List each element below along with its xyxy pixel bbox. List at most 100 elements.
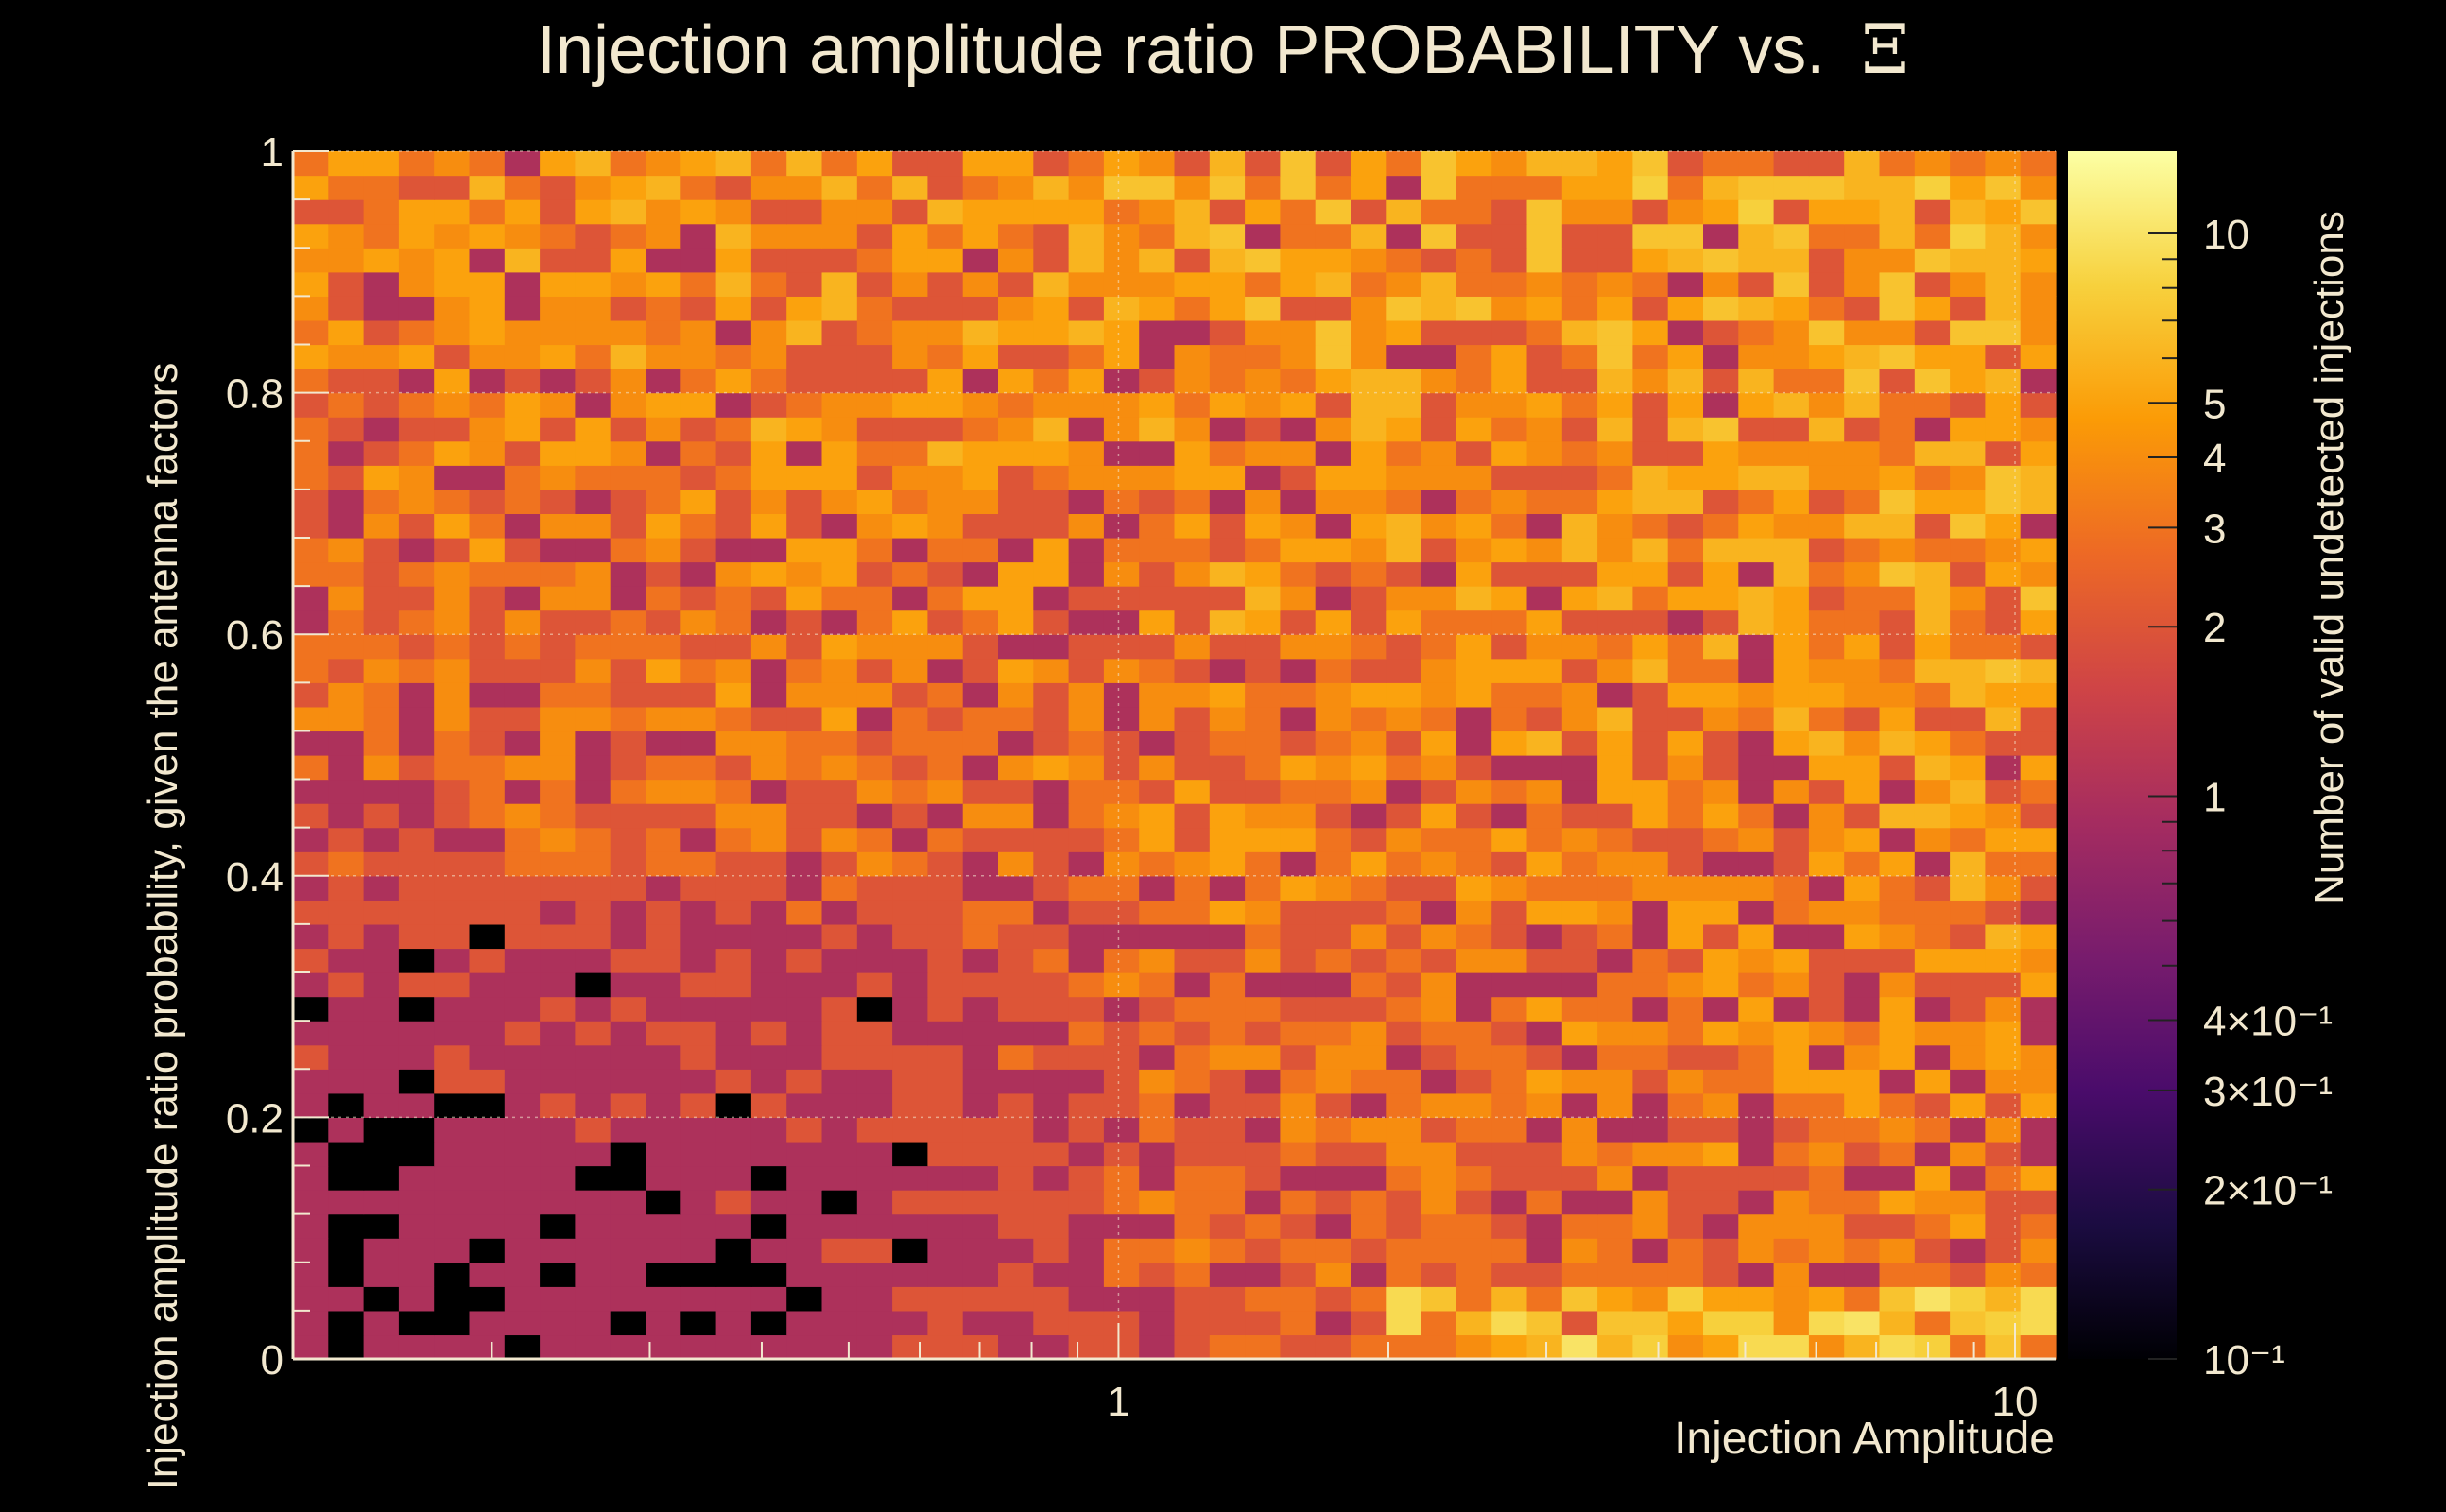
heatmap-cell (1351, 706, 1387, 732)
heatmap-cell (821, 1069, 858, 1094)
heatmap-cell (821, 923, 858, 950)
heatmap-cell (786, 706, 823, 732)
heatmap-cell (540, 803, 576, 829)
heatmap-cell (750, 175, 787, 200)
heatmap-cell (998, 1262, 1034, 1287)
heatmap-cell (1879, 1310, 1916, 1336)
heatmap-cell (1351, 658, 1387, 683)
heatmap-cell (1033, 658, 1070, 683)
heatmap-cell (715, 392, 752, 418)
heatmap-cell (927, 972, 964, 998)
heatmap-cell (715, 948, 752, 973)
heatmap-cell (892, 369, 928, 394)
heatmap-cell (1456, 586, 1492, 611)
heatmap-cell (328, 803, 365, 829)
heatmap-cell (434, 900, 471, 925)
heatmap-cell (1245, 1021, 1281, 1046)
heatmap-cell (1139, 1117, 1176, 1143)
heatmap-cell (927, 561, 964, 587)
heatmap-cell (1914, 440, 1951, 466)
heatmap-cell (1351, 296, 1387, 321)
heatmap-cell (469, 1117, 506, 1143)
heatmap-cell (1315, 923, 1352, 950)
heatmap-cell (1068, 1069, 1105, 1094)
heatmap-cell (1174, 1117, 1211, 1143)
heatmap-cell (1561, 1044, 1598, 1070)
heatmap-cell (786, 1092, 823, 1118)
heatmap-cell (1985, 392, 2022, 418)
heatmap-cell (1068, 271, 1105, 297)
heatmap-cell (1068, 875, 1105, 901)
heatmap-cell (1421, 586, 1457, 611)
heatmap-cell (1280, 610, 1317, 635)
heatmap-cell (646, 1117, 681, 1143)
heatmap-cell (1773, 900, 1810, 925)
heatmap-cell (927, 803, 964, 829)
heatmap-cell (1667, 706, 1704, 732)
heatmap-cell (962, 900, 999, 925)
heatmap-cell (1667, 1117, 1704, 1143)
heatmap-cell (434, 271, 471, 297)
heatmap-cell (1280, 537, 1317, 563)
heatmap-cell (1914, 875, 1951, 901)
heatmap-cell (750, 875, 787, 901)
heatmap-cell (1174, 296, 1211, 321)
heatmap-cell (504, 417, 541, 442)
heatmap-cell (1456, 1141, 1492, 1167)
heatmap-cell (927, 1286, 964, 1312)
heatmap-cell (1139, 440, 1176, 466)
heatmap-cell (1068, 465, 1105, 490)
heatmap-cell (786, 827, 823, 852)
heatmap-cell (680, 175, 717, 200)
heatmap-cell (1315, 730, 1352, 756)
heatmap-cell (575, 1238, 612, 1263)
heatmap-cell (680, 561, 717, 587)
heatmap-cell (1139, 151, 1176, 177)
heatmap-cell (750, 972, 787, 998)
heatmap-cell (1245, 1069, 1281, 1094)
heatmap-cell (1985, 875, 2022, 901)
heatmap-cell (1738, 1286, 1775, 1312)
heatmap-cell (1632, 1092, 1669, 1118)
heatmap-cell (398, 803, 435, 829)
heatmap-cell (1351, 271, 1387, 297)
heatmap-cell (1773, 706, 1810, 732)
heatmap-cell (1703, 175, 1739, 200)
heatmap-cell (1808, 730, 1845, 756)
heatmap-cell (856, 1213, 893, 1239)
heatmap-cell (892, 779, 928, 804)
heatmap-cell (1315, 779, 1352, 804)
heatmap-cell (1985, 271, 2022, 297)
heatmap-cell (575, 223, 612, 249)
heatmap-cell (469, 706, 506, 732)
heatmap-cell (646, 465, 681, 490)
heatmap-cell (610, 682, 646, 708)
heatmap-cell (2020, 271, 2057, 297)
heatmap-cell (610, 1286, 646, 1312)
heatmap-cell (1033, 1021, 1070, 1046)
heatmap-cell (1315, 851, 1352, 877)
heatmap-cell (1103, 513, 1140, 539)
heatmap-cell (646, 151, 681, 177)
heatmap-cell (680, 1092, 717, 1118)
heatmap-cell (1491, 900, 1528, 925)
heatmap-cell (1738, 1141, 1775, 1167)
heatmap-cell (1386, 1238, 1422, 1263)
heatmap-cell (1280, 248, 1317, 273)
heatmap-cell (1597, 923, 1633, 950)
heatmap-cell (962, 1334, 999, 1360)
heatmap-cell (1386, 344, 1422, 369)
heatmap-cell (786, 730, 823, 756)
heatmap-cell (1491, 537, 1528, 563)
heatmap-cell (821, 1044, 858, 1070)
heatmap-cell (856, 706, 893, 732)
heatmap-cell (892, 586, 928, 611)
heatmap-cell (892, 706, 928, 732)
heatmap-cell (1280, 1092, 1317, 1118)
heatmap-cell (1597, 972, 1633, 998)
heatmap-cell (1456, 755, 1492, 781)
heatmap-cell (1738, 634, 1775, 660)
heatmap-cell (1245, 1092, 1281, 1118)
heatmap-cell (469, 1286, 506, 1312)
heatmap-cell (1421, 248, 1457, 273)
